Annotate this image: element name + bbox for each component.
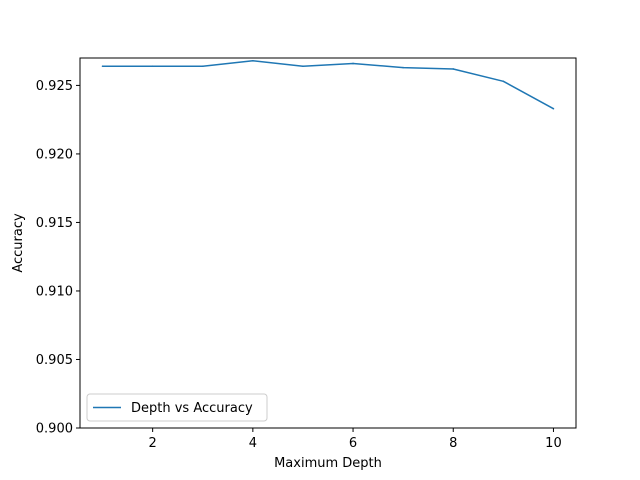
legend-entry-label: Depth vs Accuracy bbox=[131, 401, 253, 416]
series-line bbox=[102, 59, 554, 110]
y-axis: 0.900 0.905 0.910 0.915 0.920 0.925 bbox=[36, 79, 80, 437]
y-tick-label: 0.915 bbox=[36, 216, 73, 231]
data-point bbox=[302, 65, 304, 68]
data-point bbox=[402, 66, 404, 69]
legend: Depth vs Accuracy bbox=[86, 393, 268, 422]
plot-frame bbox=[79, 57, 577, 429]
x-axis: 2 4 6 8 10 bbox=[149, 428, 562, 451]
y-tick-label: 0.900 bbox=[36, 422, 73, 437]
x-tick-label: 6 bbox=[349, 436, 357, 451]
data-point bbox=[452, 68, 455, 70]
y-tick-label: 0.920 bbox=[36, 147, 73, 162]
x-tick-label: 2 bbox=[149, 436, 157, 451]
y-tick-label: 0.925 bbox=[36, 79, 73, 94]
x-tick-label: 10 bbox=[545, 436, 562, 451]
y-tick-label: 0.905 bbox=[36, 353, 73, 368]
x-tick-label: 8 bbox=[449, 436, 457, 451]
x-axis-label: Maximum Depth bbox=[274, 456, 382, 471]
data-point bbox=[352, 62, 354, 65]
data-point bbox=[502, 80, 505, 83]
data-point bbox=[201, 65, 204, 68]
data-point bbox=[101, 65, 104, 68]
x-tick-label: 4 bbox=[249, 436, 257, 451]
y-axis-label: Accuracy bbox=[11, 213, 26, 273]
y-tick-label: 0.910 bbox=[36, 284, 73, 299]
legend-box bbox=[86, 393, 268, 422]
data-point bbox=[252, 59, 254, 62]
data-point bbox=[552, 107, 555, 110]
plot-layer bbox=[101, 59, 555, 110]
data-point bbox=[151, 65, 154, 68]
